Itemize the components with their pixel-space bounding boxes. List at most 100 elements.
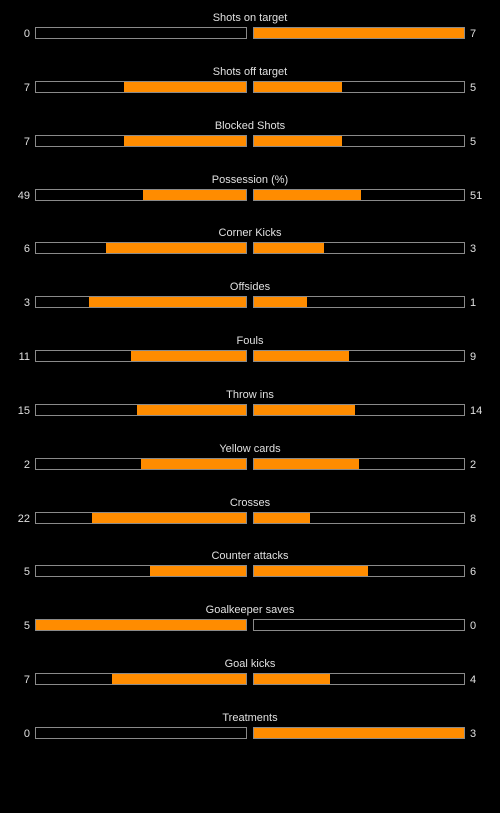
home-bar-fill (141, 458, 246, 469)
away-bar (253, 673, 465, 686)
home-bar (35, 350, 247, 363)
away-bar (253, 134, 465, 147)
away-bar-fill (254, 458, 359, 469)
away-bar (253, 27, 465, 39)
home-bar-fill (137, 404, 246, 415)
away-bar (253, 80, 465, 93)
home-value: 7 (23, 135, 30, 148)
away-value: 14 (470, 404, 483, 417)
away-value: 6 (470, 566, 477, 579)
home-value: 6 (23, 243, 30, 256)
away-bar-fill (254, 243, 324, 254)
home-value: 2 (23, 458, 30, 471)
stats-list: Shots on target 0 7 Shots off target 7 5… (0, 11, 500, 765)
away-bar (253, 457, 465, 470)
home-bar-fill (36, 620, 246, 631)
stat-row-throw-ins: Throw ins 15 14 (0, 388, 500, 442)
stat-title: Treatments (222, 711, 278, 724)
home-bar (35, 457, 247, 470)
home-value: 5 (23, 566, 30, 579)
home-bar-fill (92, 512, 246, 523)
away-bar-fill (254, 81, 342, 92)
away-value: 4 (470, 674, 477, 687)
away-bar-fill (254, 674, 331, 685)
away-bar (253, 511, 465, 524)
stat-row-possession: Possession (%) 49 51 (0, 173, 500, 227)
away-value: 0 (470, 620, 477, 633)
away-value: 7 (470, 28, 477, 40)
stat-title: Offsides (229, 281, 271, 294)
home-value: 11 (18, 351, 30, 364)
home-bar-fill (143, 189, 246, 200)
home-value: 0 (23, 28, 30, 40)
home-bar-fill (123, 81, 246, 92)
stat-title: Crosses (229, 496, 271, 509)
home-bar (35, 511, 247, 524)
home-value: 3 (23, 297, 30, 310)
stat-title: Yellow cards (219, 442, 281, 455)
stat-title: Fouls (236, 335, 264, 348)
away-bar-fill (254, 28, 464, 38)
stat-title: Counter attacks (211, 550, 289, 563)
away-value: 5 (470, 135, 477, 148)
stat-title: Shots on target (212, 12, 288, 24)
away-value: 3 (470, 727, 477, 740)
home-value: 15 (17, 404, 30, 417)
away-value: 5 (470, 81, 477, 94)
home-bar-fill (112, 674, 246, 685)
home-value: 7 (23, 674, 30, 687)
away-bar-fill (254, 566, 369, 577)
away-value: 51 (470, 189, 483, 202)
home-bar (35, 134, 247, 147)
stat-title: Possession (%) (211, 173, 289, 186)
away-bar (253, 619, 465, 632)
home-bar-fill (88, 297, 246, 308)
home-value: 22 (17, 512, 30, 525)
away-bar-fill (254, 512, 311, 523)
home-bar (35, 188, 247, 201)
stat-title: Corner Kicks (218, 227, 282, 240)
away-bar-fill (254, 727, 464, 738)
home-bar-fill (123, 135, 246, 146)
away-bar (253, 242, 465, 255)
home-bar (35, 80, 247, 93)
stat-row-shots-on-target: Shots on target 0 7 (0, 11, 500, 65)
away-value: 8 (470, 512, 477, 525)
home-bar (35, 403, 247, 416)
stat-title: Blocked Shots (214, 119, 286, 132)
away-value: 2 (470, 458, 477, 471)
stat-title: Shots off target (212, 65, 288, 78)
home-bar (35, 673, 247, 686)
away-bar-fill (254, 351, 349, 362)
away-value: 9 (470, 351, 477, 364)
stat-row-offsides: Offsides 3 1 (0, 280, 500, 334)
stat-row-fouls: Fouls 11 9 (0, 334, 500, 388)
home-bar (35, 242, 247, 255)
stat-row-corner-kicks: Corner Kicks 6 3 (0, 226, 500, 280)
stat-row-yellow-cards: Yellow cards 2 2 (0, 442, 500, 496)
away-bar (253, 188, 465, 201)
away-bar-fill (254, 189, 362, 200)
stat-title: Goalkeeper saves (205, 604, 295, 617)
stat-row-goalkeeper-saves: Goalkeeper saves 5 0 (0, 603, 500, 657)
stat-row-shots-off-target: Shots off target 7 5 (0, 65, 500, 119)
stat-row-treatments: Treatments 0 3 (0, 711, 500, 765)
away-bar (253, 296, 465, 309)
home-value: 5 (23, 620, 30, 633)
home-bar-fill (105, 243, 246, 254)
away-bar-fill (254, 297, 307, 308)
away-value: 3 (470, 243, 477, 256)
home-bar-fill (150, 566, 246, 577)
away-bar (253, 403, 465, 416)
away-bar (253, 726, 465, 739)
home-bar (35, 726, 247, 739)
stat-row-goal-kicks: Goal kicks 7 4 (0, 657, 500, 711)
stat-title: Goal kicks (224, 658, 276, 671)
away-value: 1 (470, 297, 477, 310)
home-bar (35, 27, 247, 39)
home-bar-fill (130, 351, 246, 362)
home-value: 7 (23, 81, 30, 94)
away-bar-fill (254, 404, 356, 415)
home-value: 0 (23, 727, 30, 740)
